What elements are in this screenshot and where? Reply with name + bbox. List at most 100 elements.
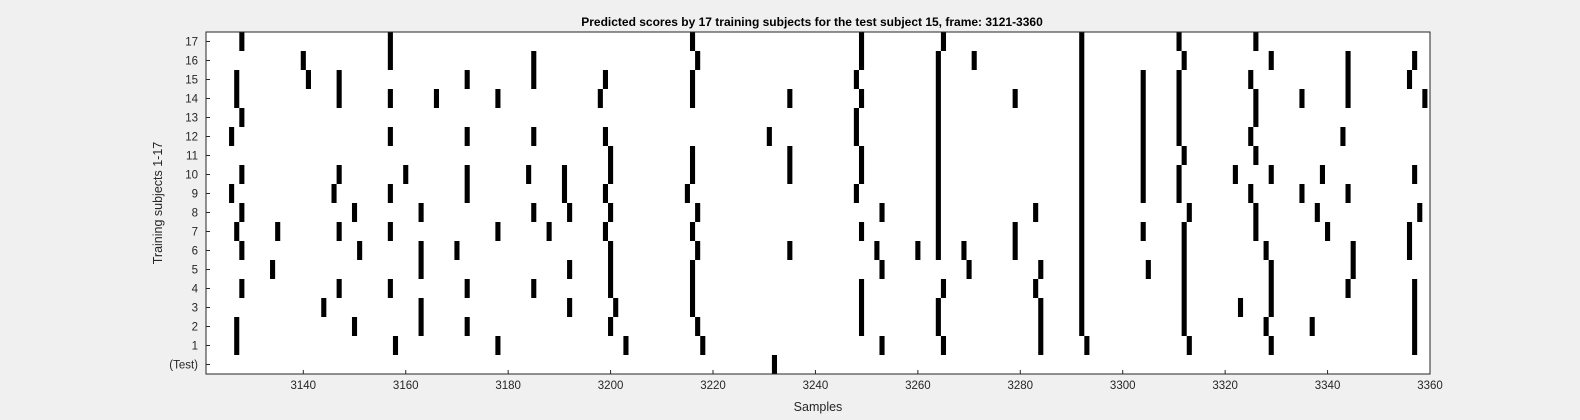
event-mark [1412,317,1418,336]
event-mark [608,146,614,165]
event-mark [234,317,240,336]
event-mark [935,70,941,89]
event-mark [387,32,393,51]
event-mark [567,260,573,279]
event-mark [689,89,696,108]
event-mark [1140,222,1146,241]
event-mark [1253,146,1259,165]
event-mark [935,298,941,317]
y-tick-label: 17 [185,37,198,49]
event-mark [1079,298,1085,317]
event-mark [1038,336,1044,355]
event-mark [689,165,696,184]
event-mark [1181,298,1187,317]
x-tick-label: 3220 [700,380,726,392]
x-tick-label: 3280 [1007,380,1033,392]
event-mark [608,203,614,222]
event-mark [495,89,501,108]
event-mark [1038,317,1044,336]
event-mark [1412,279,1418,298]
event-mark [331,184,337,203]
event-mark [935,127,941,146]
event-mark [608,165,614,184]
x-tick-label: 3340 [1315,380,1341,392]
event-mark [597,89,603,108]
event-mark [464,279,470,298]
event-mark [567,203,573,222]
event-mark [1079,146,1085,165]
event-mark [1176,108,1182,127]
y-tick-label: 15 [185,75,198,87]
event-mark [858,165,865,184]
event-mark [879,260,885,279]
event-mark [771,355,778,374]
event-mark [546,222,552,241]
event-mark [1181,222,1187,241]
event-mark [418,203,424,222]
event-mark [1012,241,1018,260]
event-mark [1140,70,1146,89]
event-mark [1176,70,1182,89]
event-mark [336,165,342,184]
event-mark [1140,127,1146,146]
event-mark [1079,279,1085,298]
event-mark [787,146,793,165]
event-mark [1176,89,1182,108]
x-tick-label: 3320 [1212,380,1238,392]
event-mark [935,317,941,336]
x-axis-ticks: 3140 3160 3180 3200 3220 3240 3260 3280 3300 3320… [291,370,1443,392]
event-mark [935,241,941,260]
event-mark [915,241,921,260]
event-mark [1140,146,1146,165]
x-tick-label: 3200 [598,380,624,392]
event-mark [695,51,701,70]
y-tick-label: 2 [192,322,198,334]
event-mark [858,222,865,241]
event-mark [1181,146,1187,165]
event-mark [1268,298,1274,317]
event-mark [464,317,470,336]
event-mark [1350,260,1356,279]
event-mark [689,32,696,51]
event-mark [1033,203,1039,222]
event-mark [608,241,614,260]
y-tick-label: 7 [192,227,198,239]
event-mark [695,241,701,260]
event-mark [858,298,865,317]
x-axis-label: Samples [794,400,843,414]
event-mark [935,165,941,184]
event-mark [1412,298,1418,317]
event-mark [1325,222,1331,241]
event-mark [1181,51,1187,70]
event-mark [531,203,537,222]
event-mark [464,127,470,146]
event-mark [623,336,629,355]
x-tick-label: 3360 [1417,380,1443,392]
event-mark [1079,222,1085,241]
event-mark [1345,184,1351,203]
event-mark [1186,336,1192,355]
event-mark [858,146,865,165]
event-mark [239,165,245,184]
event-mark [853,70,859,89]
event-mark [229,184,235,203]
event-mark [531,127,537,146]
event-mark [1079,241,1085,260]
event-mark [853,184,859,203]
event-mark [1253,222,1259,241]
event-mark [689,70,696,89]
event-mark [695,203,701,222]
event-mark [608,317,614,336]
event-mark [1079,89,1085,108]
event-mark [971,51,977,70]
y-tick-label: 12 [185,132,198,144]
y-tick-label: 16 [185,56,198,68]
event-mark [602,127,609,146]
event-mark [387,89,393,108]
event-mark [1253,32,1259,51]
event-mark [940,32,947,51]
event-mark [351,317,358,336]
chart-title: Predicted scores by 17 training subjects… [581,15,1043,29]
event-mark [1268,279,1274,298]
